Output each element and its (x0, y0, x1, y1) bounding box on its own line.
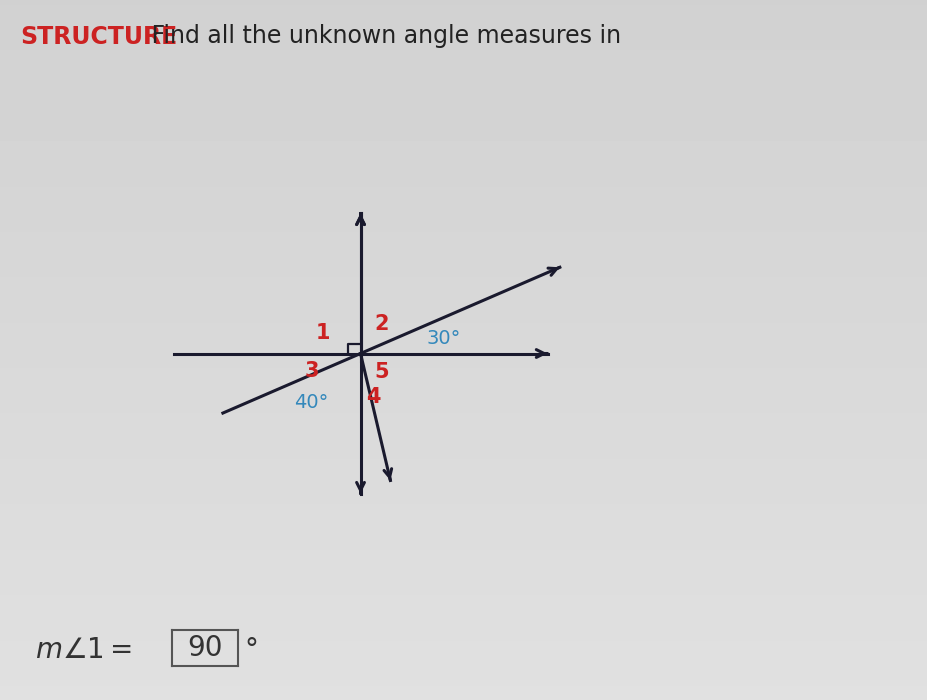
Text: 5: 5 (375, 363, 389, 382)
Text: 2: 2 (375, 314, 389, 334)
Text: 40°: 40° (294, 393, 328, 412)
Text: °: ° (244, 636, 258, 664)
Text: 4: 4 (366, 386, 380, 407)
Text: $m\angle 1=$: $m\angle 1=$ (35, 636, 133, 664)
Text: Find all the unknown angle measures in: Find all the unknown angle measures in (144, 25, 620, 48)
Text: 3: 3 (304, 360, 319, 381)
Text: 1: 1 (315, 323, 330, 343)
Text: 30°: 30° (425, 329, 460, 348)
Text: 90: 90 (187, 634, 222, 662)
Text: STRUCTURE: STRUCTURE (20, 25, 177, 48)
